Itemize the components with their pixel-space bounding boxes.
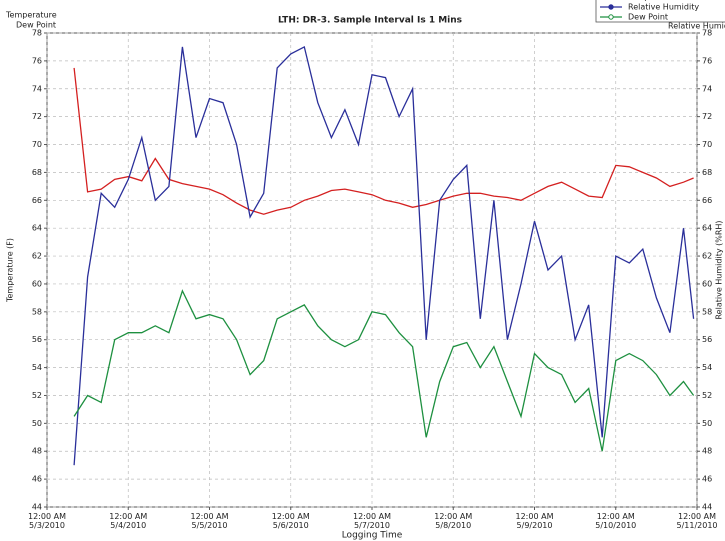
temperature-label: Temperature <box>5 11 57 20</box>
y-tick-label: 66 <box>32 196 42 205</box>
legend-label: Relative Humidity <box>628 3 699 12</box>
y-tick-label: 72 <box>32 112 42 121</box>
y2-axis-title: Relative Humidity (%RH) <box>715 220 724 319</box>
y2-tick-label: 62 <box>702 252 712 261</box>
x-tick-label: 12:00 AM 5/4/2010 <box>109 512 148 530</box>
y-tick-label: 58 <box>32 307 42 316</box>
x-tick-label: 12:00 AM 5/5/2010 <box>190 512 229 530</box>
legend-marker <box>608 4 614 10</box>
y2-tick-label: 64 <box>702 224 712 233</box>
y-axis-title: Temperature (F) <box>6 238 15 303</box>
x-tick-label: 12:00 AM 5/9/2010 <box>515 512 554 530</box>
y2-tick-label: 74 <box>702 84 712 93</box>
rh-label: Relative Humidity <box>668 22 725 31</box>
y2-tick-label: 60 <box>702 279 712 288</box>
y2-tick-label: 58 <box>702 307 712 316</box>
y2-tick-label: 48 <box>702 447 712 456</box>
series-line <box>73 45 695 466</box>
y2-tick-label: 66 <box>702 196 712 205</box>
series-line <box>73 289 695 452</box>
y-tick-label: 54 <box>32 363 42 372</box>
y2-tick-label: 76 <box>702 56 712 65</box>
x-tick-label: 12:00 AM 5/8/2010 <box>434 512 473 530</box>
y2-tick-label: 56 <box>702 335 712 344</box>
legend-label: Dew Point <box>628 13 668 22</box>
y-tick-label: 44 <box>32 503 42 512</box>
x-tick-label: 12:00 AM 5/10/2010 <box>595 512 637 530</box>
y2-tick-label: 44 <box>702 503 712 512</box>
y-tick-label: 56 <box>32 335 42 344</box>
chart-title: LTH: DR-3. Sample Interval Is 1 Mins <box>278 16 462 26</box>
y-tick-label: 70 <box>32 140 42 149</box>
y2-tick-label: 78 <box>702 29 712 38</box>
x-tick-label: 12:00 AM 5/3/2010 <box>28 512 66 530</box>
y-tick-label: 62 <box>32 252 42 261</box>
y-tick-label: 74 <box>32 84 42 93</box>
legend-box <box>595 0 725 23</box>
dew-point-label: Dew Point <box>16 21 56 30</box>
y-tick-label: 64 <box>32 224 42 233</box>
y2-tick-label: 54 <box>702 363 712 372</box>
series-line <box>73 67 694 215</box>
y-tick-label: 52 <box>32 391 42 400</box>
x-tick-label: 12:00 AM 5/6/2010 <box>271 512 310 530</box>
y-tick-label: 46 <box>32 475 42 484</box>
x-tick-label: 12:00 AM 5/7/2010 <box>353 512 391 530</box>
y-tick-label: 50 <box>32 419 42 428</box>
x-tick-label: 12:00 AM 5/11/2010 <box>676 512 718 530</box>
y-tick-label: 76 <box>32 56 42 65</box>
x-axis-title: Logging Time <box>342 531 403 541</box>
y-tick-label: 68 <box>32 168 42 177</box>
y2-tick-label: 50 <box>702 419 712 428</box>
y-tick-label: 60 <box>32 279 42 288</box>
y2-tick-label: 68 <box>702 168 712 177</box>
y2-tick-label: 46 <box>702 475 712 484</box>
legend-label: Temperature <box>627 0 679 2</box>
y-tick-label: 78 <box>32 29 42 38</box>
y2-tick-label: 52 <box>702 391 712 400</box>
y-tick-label: 48 <box>32 447 42 456</box>
y2-tick-label: 70 <box>702 140 712 149</box>
y2-tick-label: 72 <box>702 112 712 121</box>
legend-marker <box>608 14 614 20</box>
